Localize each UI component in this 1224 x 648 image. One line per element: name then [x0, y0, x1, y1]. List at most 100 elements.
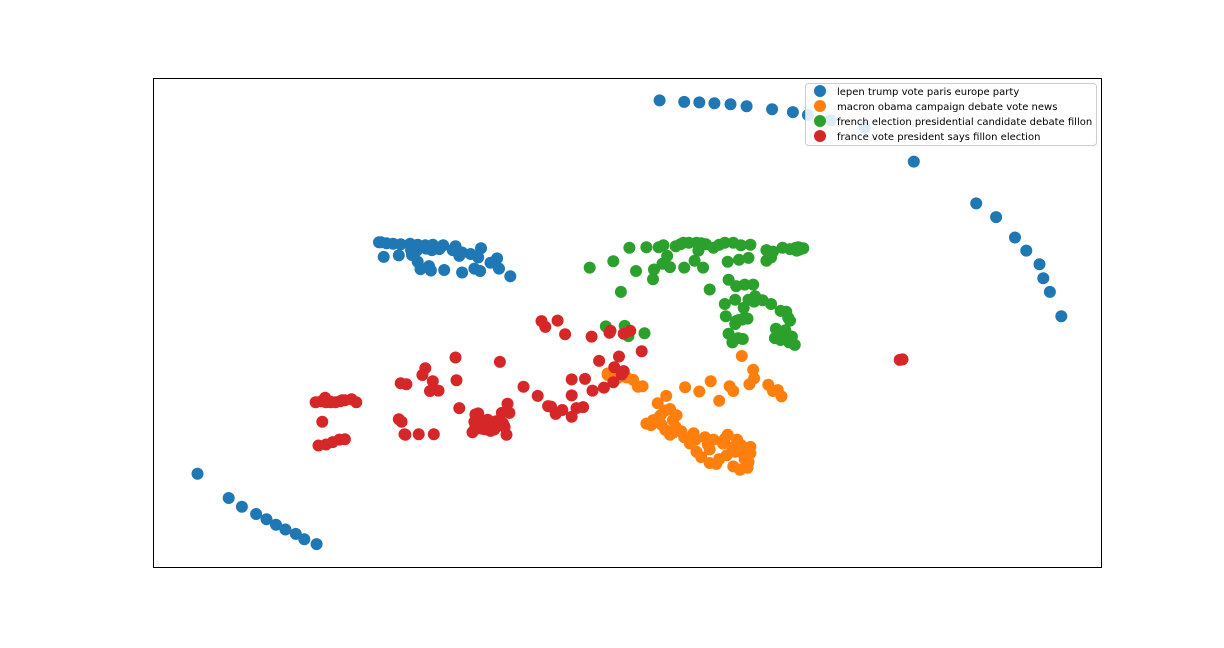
point-series-2-30 [664, 261, 676, 274]
point-series-0-59 [222, 492, 235, 504]
point-series-0-60 [235, 500, 248, 513]
point-series-0-5 [740, 100, 753, 113]
point-series-0-48 [377, 250, 390, 263]
point-series-0-51 [414, 263, 427, 276]
point-series-0-56 [474, 265, 487, 277]
point-series-1-37 [640, 417, 653, 430]
point-series-3-31 [453, 402, 466, 415]
data-points [191, 94, 1068, 551]
point-series-2-43 [738, 278, 751, 291]
point-series-1-18 [735, 350, 748, 362]
point-series-0-66 [298, 533, 311, 546]
point-series-0-3 [708, 97, 721, 110]
point-series-2-38 [678, 261, 691, 274]
point-series-3-65 [517, 380, 530, 393]
point-series-1-7 [636, 380, 649, 393]
point-series-0-58 [191, 467, 204, 480]
point-series-2-1 [607, 255, 620, 268]
point-series-3-48 [501, 397, 514, 410]
point-series-3-87 [585, 330, 598, 343]
point-series-1-8 [651, 397, 664, 410]
point-series-3-85 [617, 365, 630, 378]
point-series-2-5 [657, 239, 670, 252]
point-series-0-44 [484, 256, 497, 269]
point-series-3-66 [531, 389, 544, 402]
point-series-3-29 [412, 428, 425, 441]
point-series-3-88 [593, 354, 606, 367]
point-series-1-41 [695, 451, 708, 464]
point-series-0-19 [1055, 310, 1068, 323]
point-series-0-24 [394, 238, 407, 251]
point-series-3-63 [500, 428, 513, 441]
point-series-3-24 [419, 362, 432, 375]
point-series-3-28 [399, 428, 412, 441]
point-series-3-32 [449, 351, 462, 364]
point-series-2-83 [638, 327, 651, 340]
point-series-1-35 [664, 403, 676, 415]
point-series-1-67 [744, 440, 757, 453]
point-series-1-56 [689, 433, 702, 446]
point-series-2-31 [688, 254, 701, 267]
point-series-3-79 [579, 372, 591, 385]
point-series-0-36 [433, 243, 446, 256]
point-series-2-73 [729, 293, 742, 306]
point-series-1-66 [742, 456, 755, 468]
point-series-3-91 [624, 324, 637, 337]
point-series-3-26 [424, 385, 436, 397]
legend-label-macron: macron obama campaign debate vote news [837, 102, 1057, 113]
point-series-2-44 [747, 278, 760, 291]
point-series-0-57 [493, 262, 505, 275]
point-series-2-15 [718, 236, 731, 249]
point-series-3-92 [635, 345, 648, 358]
point-series-1-17 [748, 372, 761, 385]
point-series-2-35 [742, 251, 755, 264]
point-series-0-45 [504, 270, 517, 283]
point-series-0-35 [420, 242, 433, 255]
point-series-2-27 [792, 241, 805, 254]
point-series-0-63 [270, 518, 282, 531]
point-series-1-10 [679, 381, 692, 394]
point-series-0-18 [1043, 285, 1056, 298]
point-series-2-40 [703, 283, 716, 296]
point-series-0-16 [1033, 258, 1046, 271]
point-series-2-17 [734, 239, 747, 252]
legend-marker-macron [814, 100, 826, 112]
point-series-1-53 [699, 431, 711, 444]
point-series-0-13 [990, 211, 1003, 224]
point-series-2-34 [733, 253, 745, 266]
point-series-2-37 [760, 254, 773, 267]
point-series-3-93 [608, 361, 621, 374]
point-series-2-32 [692, 244, 705, 257]
point-series-2-33 [721, 255, 734, 268]
point-series-1-9 [660, 389, 673, 402]
point-series-3-12 [316, 415, 329, 428]
legend-marker-french [814, 115, 826, 127]
point-series-2-84 [630, 265, 642, 277]
point-series-0-41 [472, 251, 485, 264]
point-series-0-61 [250, 508, 263, 520]
point-series-3-8 [336, 394, 349, 407]
point-series-3-22 [400, 378, 413, 391]
plot-frame [153, 78, 1102, 568]
point-series-1-60 [731, 433, 744, 446]
point-series-0-52 [438, 264, 451, 276]
point-series-3-11 [350, 396, 363, 409]
point-series-3-74 [545, 400, 557, 413]
point-series-3-89 [603, 326, 616, 339]
point-series-0-17 [1037, 272, 1050, 285]
point-series-0-2 [693, 96, 706, 109]
point-series-0-67 [310, 538, 323, 551]
legend-label-lepen: lepen trump vote paris europe party [837, 87, 1019, 98]
point-series-0-6 [766, 103, 779, 116]
point-series-3-17 [338, 433, 351, 446]
point-series-0-31 [475, 242, 487, 255]
point-series-2-78 [648, 263, 660, 276]
point-series-0-15 [1020, 244, 1033, 257]
point-series-3-77 [559, 328, 572, 341]
point-series-3-33 [450, 374, 463, 387]
point-series-0-54 [456, 266, 469, 279]
point-series-2-18 [744, 238, 757, 251]
point-series-0-1 [678, 95, 691, 108]
point-series-1-11 [693, 385, 706, 398]
point-series-3-83 [597, 381, 610, 394]
